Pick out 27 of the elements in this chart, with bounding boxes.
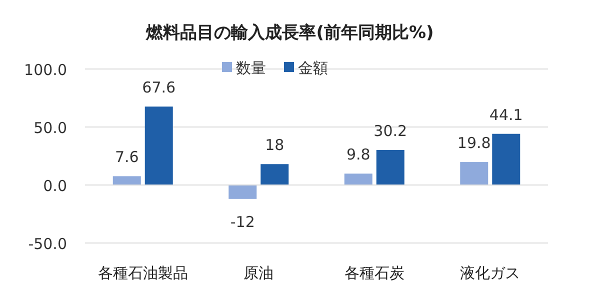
legend-label: 数量 [236, 59, 266, 77]
chart-title: 燃料品目の輸入成長率(前年同期比%) [145, 23, 434, 43]
data-label: 18 [265, 136, 284, 154]
data-label: 7.6 [114, 148, 139, 166]
y-tick-label: 100.0 [24, 61, 67, 79]
data-label: 9.8 [346, 146, 370, 164]
y-tick-label: 0.0 [43, 177, 67, 195]
data-label: 30.2 [374, 122, 408, 140]
x-tick-label: 各種石炭 [344, 264, 404, 282]
bar [228, 185, 257, 199]
x-tick-label: 原油 [244, 264, 274, 282]
bar [492, 134, 520, 185]
y-tick-label: 50.0 [34, 119, 67, 137]
bar [460, 162, 488, 185]
x-tick-label: 各種石油製品 [98, 264, 188, 282]
bar [376, 150, 404, 185]
y-tick-label: -50.0 [28, 235, 67, 253]
data-label: 19.8 [457, 134, 491, 152]
x-tick-label: 液化ガス [460, 264, 520, 282]
bar [260, 164, 289, 185]
legend-label: 金額 [298, 59, 328, 77]
bar [344, 174, 372, 185]
bar [144, 106, 173, 185]
bar [112, 176, 141, 185]
data-label: 44.1 [489, 106, 523, 124]
data-label: -12 [230, 212, 255, 231]
data-label: 67.6 [142, 78, 176, 97]
